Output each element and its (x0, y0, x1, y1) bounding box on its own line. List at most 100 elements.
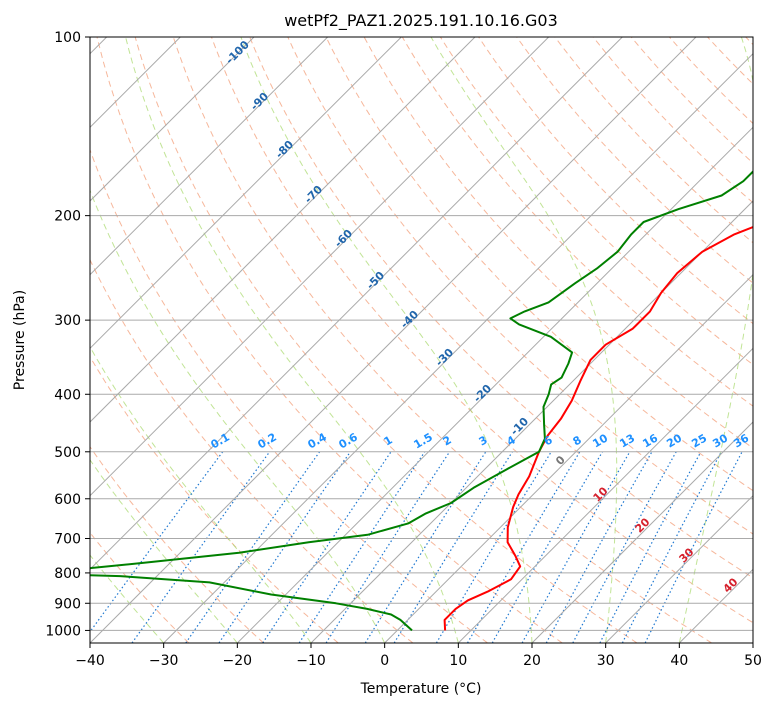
mixing-ratio-line (599, 451, 702, 643)
dry-adiabat (287, 37, 753, 535)
mixing-ratio-line (298, 451, 426, 643)
plot-frame (89, 36, 754, 644)
mixing-ratio-line (131, 451, 271, 643)
moist-adiabat (90, 554, 165, 643)
mixing-ratio-label: 36 (731, 431, 751, 450)
dry-adiabat (90, 258, 414, 643)
dry-adiabat (516, 37, 753, 284)
x-tick-label: 10 (449, 653, 467, 669)
x-tick-label: 40 (670, 653, 688, 669)
isotherm-line (90, 37, 476, 423)
isotherm-label: -40 (398, 308, 421, 331)
mixing-ratio-label: 2 (441, 433, 454, 448)
dry-adiabat (707, 37, 753, 85)
mixing-ratio-line (466, 451, 581, 643)
series-line-1 (90, 170, 753, 632)
x-tick-label: 20 (523, 653, 541, 669)
series-line-0 (443, 226, 753, 631)
dry-adiabat (90, 445, 264, 643)
isotherm-line (90, 37, 255, 202)
series-lines (90, 170, 753, 632)
mixing-ratio-line (644, 451, 743, 643)
y-axis: 100 200 300 400 500 600 700 800 900 1000 (45, 30, 90, 639)
mixing-ratio-line (325, 451, 451, 643)
x-tick-label: 50 (744, 653, 762, 669)
dry-adiabat (90, 148, 488, 643)
y-tick-label: 200 (54, 209, 81, 225)
dry-adiabat (439, 37, 753, 366)
mixing-ratio-line (435, 451, 552, 643)
dry-adiabat (249, 37, 753, 579)
isotherm-label: 40 (721, 575, 741, 595)
mixing-ratio-line (572, 451, 677, 643)
isotherm-line (90, 37, 623, 571)
isotherm-label: -70 (302, 183, 325, 206)
isotherm-label: -80 (273, 138, 296, 161)
dry-adiabat (134, 37, 638, 643)
isotherm-label: -20 (471, 382, 494, 405)
mixing-ratio-label: 13 (617, 432, 637, 451)
mixing-ratio-label: 16 (640, 431, 660, 450)
y-tick-label: 800 (54, 566, 81, 582)
isotherm-line (531, 421, 753, 643)
dry-adiabat (90, 355, 339, 643)
y-tick-label: 1000 (45, 623, 81, 639)
dry-adiabat (172, 37, 712, 643)
moist-adiabat (430, 37, 618, 643)
y-tick-label: 600 (54, 492, 81, 508)
isotherm-line (384, 273, 753, 643)
mixing-ratio-line (545, 451, 653, 643)
isotherm-label: -100 (223, 38, 252, 67)
isotherm-label: 20 (633, 515, 653, 535)
dry-adiabat (554, 37, 753, 244)
isotherm-line (90, 37, 697, 643)
x-axis: −40 −30 −20 −10 0 10 20 30 40 50 (75, 643, 762, 669)
x-tick-label: 30 (597, 653, 615, 669)
x-tick-label: 0 (380, 653, 389, 669)
y-tick-label: 900 (54, 596, 81, 612)
isotherm-label: 30 (677, 545, 697, 565)
mixing-ratio-line (262, 451, 392, 643)
mixing-ratio-line (90, 451, 224, 633)
chart-title: wetPf2_PAZ1.2025.191.10.16.G03 (284, 11, 558, 31)
isotherm-line (236, 126, 753, 643)
isotherm-label: -30 (433, 346, 456, 369)
moist-adiabat (90, 189, 386, 643)
moist-adiabat (90, 458, 238, 643)
y-tick-label: 700 (54, 532, 81, 548)
isotherm-line (90, 37, 402, 350)
y-tick-label: 500 (54, 445, 81, 461)
dry-adiabat (325, 37, 753, 492)
isotherm-line (163, 52, 753, 643)
dry-adiabat (96, 37, 563, 643)
dry-adiabat (478, 37, 753, 325)
isotherm-label: -50 (364, 269, 387, 292)
mixing-ratio-line (218, 451, 351, 643)
y-tick-label: 300 (54, 313, 81, 329)
gridlines (90, 37, 753, 643)
x-tick-label: −40 (75, 653, 105, 669)
isotherm-line (605, 494, 753, 643)
x-tick-label: −20 (223, 653, 253, 669)
x-axis-label: Temperature (°C) (360, 681, 482, 697)
isotherm-label: -60 (332, 227, 355, 250)
isotherm-line (90, 37, 329, 276)
mixing-ratio-line (364, 451, 487, 643)
dry-adiabat (211, 37, 753, 624)
moist-adiabat (125, 37, 459, 643)
isotherm-line (457, 347, 753, 643)
isotherm-label: 0 (553, 453, 568, 468)
moist-adiabat (90, 345, 312, 643)
dry-adiabat (745, 37, 753, 46)
isotherm-line (90, 37, 550, 497)
moist-adiabat (240, 37, 533, 643)
x-tick-label: −30 (149, 653, 179, 669)
isotherm-line (310, 200, 753, 643)
mixing-ratio-label: 0.4 (306, 430, 330, 451)
isotherm-line (752, 642, 753, 643)
moist-adiabat (678, 37, 753, 643)
dry-adiabat (90, 531, 190, 643)
mixing-ratio-label: 1 (382, 433, 395, 448)
isotherm-label: -90 (248, 90, 271, 113)
